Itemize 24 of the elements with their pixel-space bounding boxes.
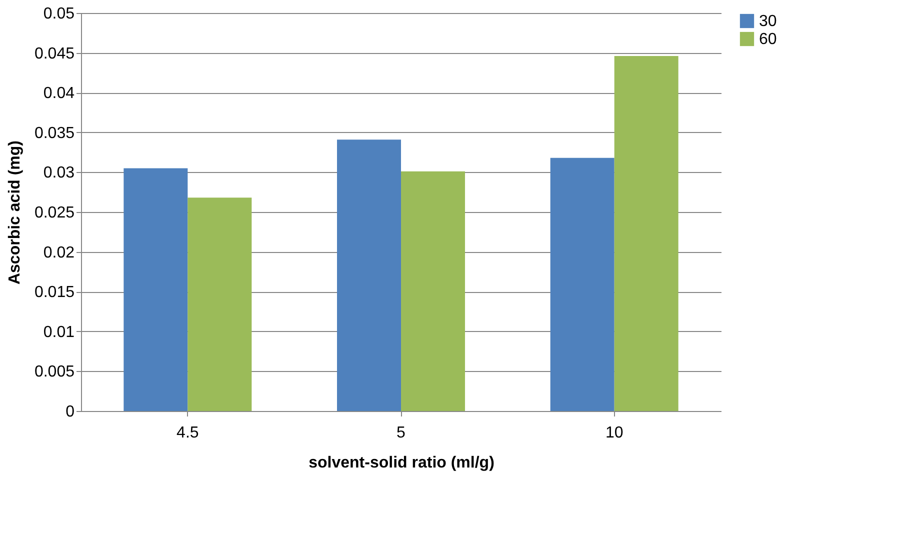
legend-label: 60 [759,31,777,48]
x-tick-label: 4.5 [176,424,199,442]
y-tick-label: 0.015 [34,284,75,302]
y-tick-label: 0.005 [34,364,75,381]
y-tick-label: 0 [66,404,75,420]
y-tick-label: 0.025 [34,204,75,222]
legend-label: 30 [759,13,777,30]
x-tick-label: 10 [605,424,624,442]
y-tick-label: 0.05 [43,6,75,22]
bar [188,198,252,411]
y-tick-label: 0.04 [43,85,75,102]
x-axis-title: solvent-solid ratio (ml/g) [308,454,494,472]
bar [337,140,401,411]
bar [614,56,678,411]
y-tick-label: 0.035 [34,124,75,142]
bar [401,171,465,411]
bar [550,158,614,411]
y-tick-label: 0.01 [43,324,75,341]
y-tick-label: 0.02 [43,244,75,262]
y-tick-label: 0.045 [34,45,75,62]
y-tick-label: 0.03 [43,164,75,182]
x-tick-label: 5 [396,424,406,442]
bar [124,168,188,411]
y-axis-title: Ascorbic acid (mg) [6,140,24,285]
